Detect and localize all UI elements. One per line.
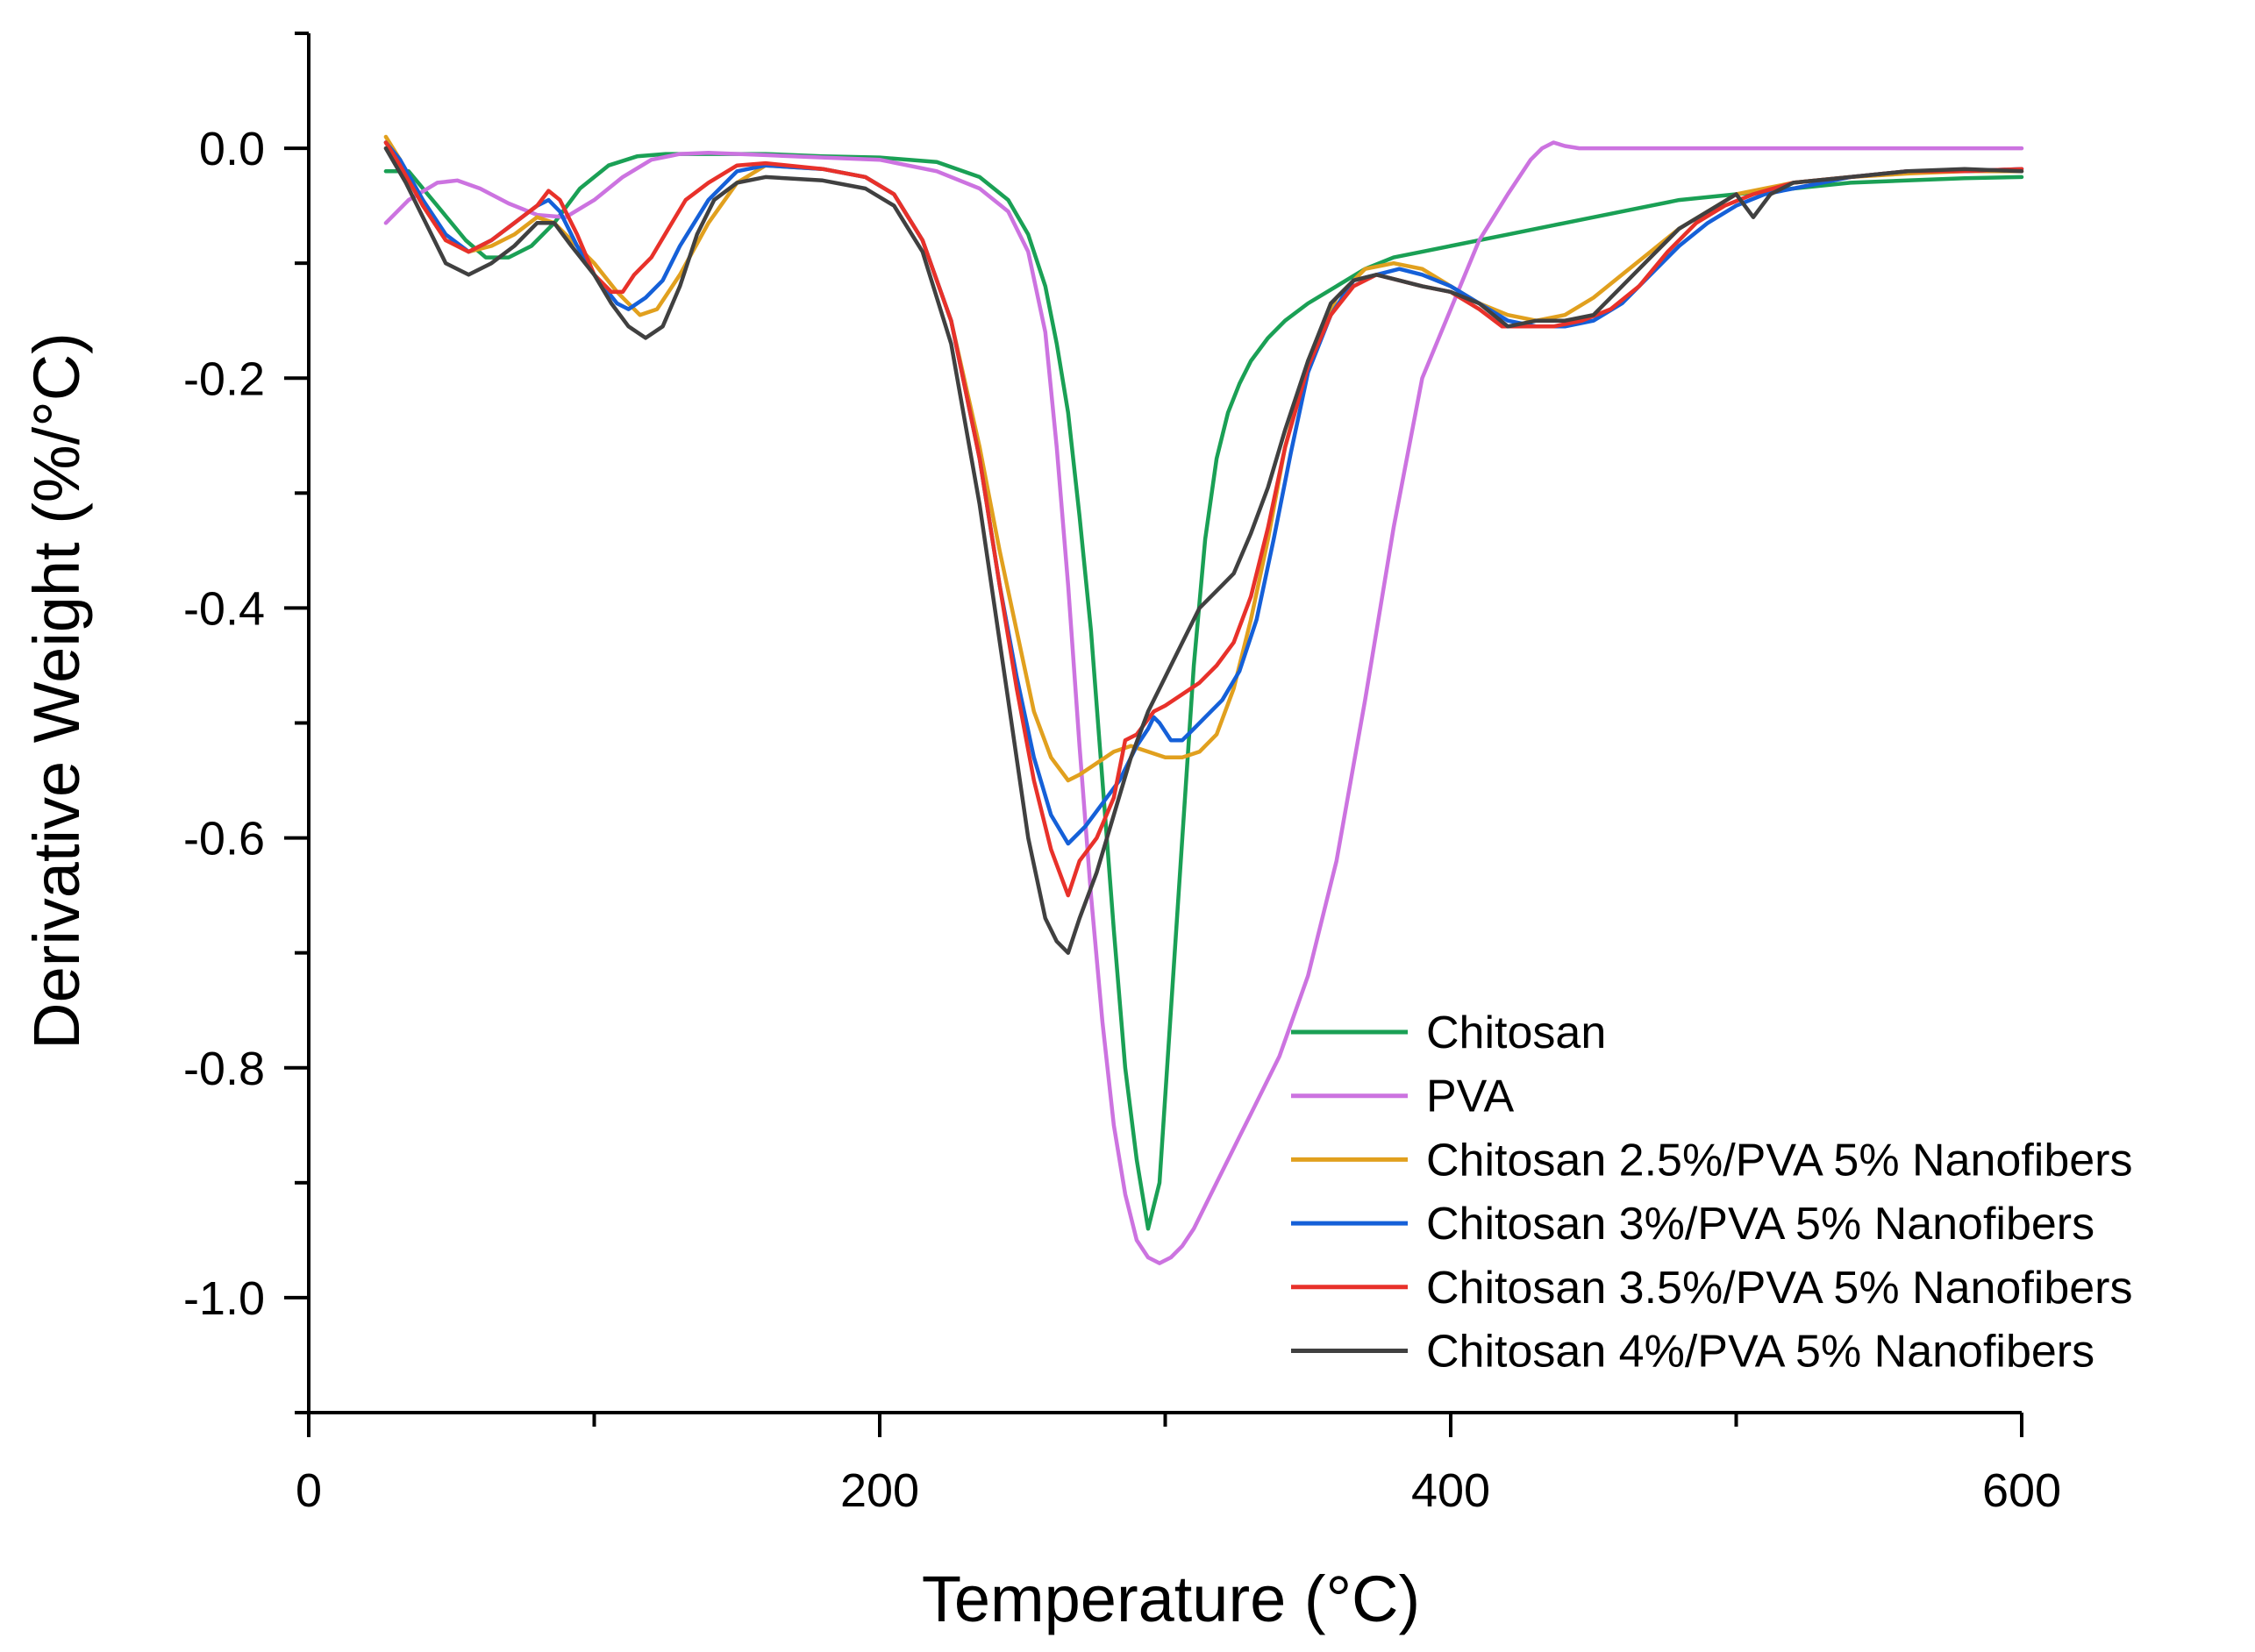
legend-label: Chitosan — [1426, 1008, 1606, 1058]
x-axis-title: Temperature (°C) — [922, 1563, 1420, 1635]
series-line-pva — [386, 143, 2022, 1264]
legend-label: Chitosan 3.5%/PVA 5% Nanofibers — [1426, 1263, 2133, 1314]
legend-label: PVA — [1426, 1072, 1515, 1122]
x-tick-label: 200 — [840, 1464, 919, 1517]
legend-label: Chitosan 4%/PVA 5% Nanofibers — [1426, 1327, 2094, 1378]
y-tick-label: -1.0 — [183, 1272, 265, 1325]
y-tick-label: 0.0 — [199, 123, 265, 175]
y-tick-label: -0.8 — [183, 1043, 265, 1095]
x-tick-label: 400 — [1411, 1464, 1490, 1517]
series-layer — [386, 137, 2022, 1264]
x-tick-label: 600 — [1982, 1464, 2061, 1517]
y-axis-title: Derivative Weight (%/°C) — [20, 332, 93, 1050]
series-line-chitosan-3-pva-5-nanofibers — [386, 143, 2022, 844]
x-tick-label: 0 — [296, 1464, 322, 1517]
series-line-chitosan-3-5-pva-5-nanofibers — [386, 143, 2022, 896]
legend: Chitosan PVA Chitosan 2.5%/PVA 5% Nanofibe… — [1291, 1008, 2133, 1378]
legend-label: Chitosan 2.5%/PVA 5% Nanofibers — [1426, 1135, 2133, 1186]
derivative-weight-chart: 0 200 400 600 0.0 -0.2 -0.4 -0.6 -0.8 -1.0 Temper… — [0, 0, 2255, 1652]
series-line-chitosan — [386, 154, 2022, 1229]
series-line-chitosan-2-5-pva-5-nanofibers — [386, 137, 2022, 780]
legend-label: Chitosan 3%/PVA 5% Nanofibers — [1426, 1199, 2094, 1250]
y-tick-label: -0.2 — [183, 352, 265, 405]
y-tick-label: -0.6 — [183, 813, 265, 865]
y-tick-label: -0.4 — [183, 582, 265, 635]
